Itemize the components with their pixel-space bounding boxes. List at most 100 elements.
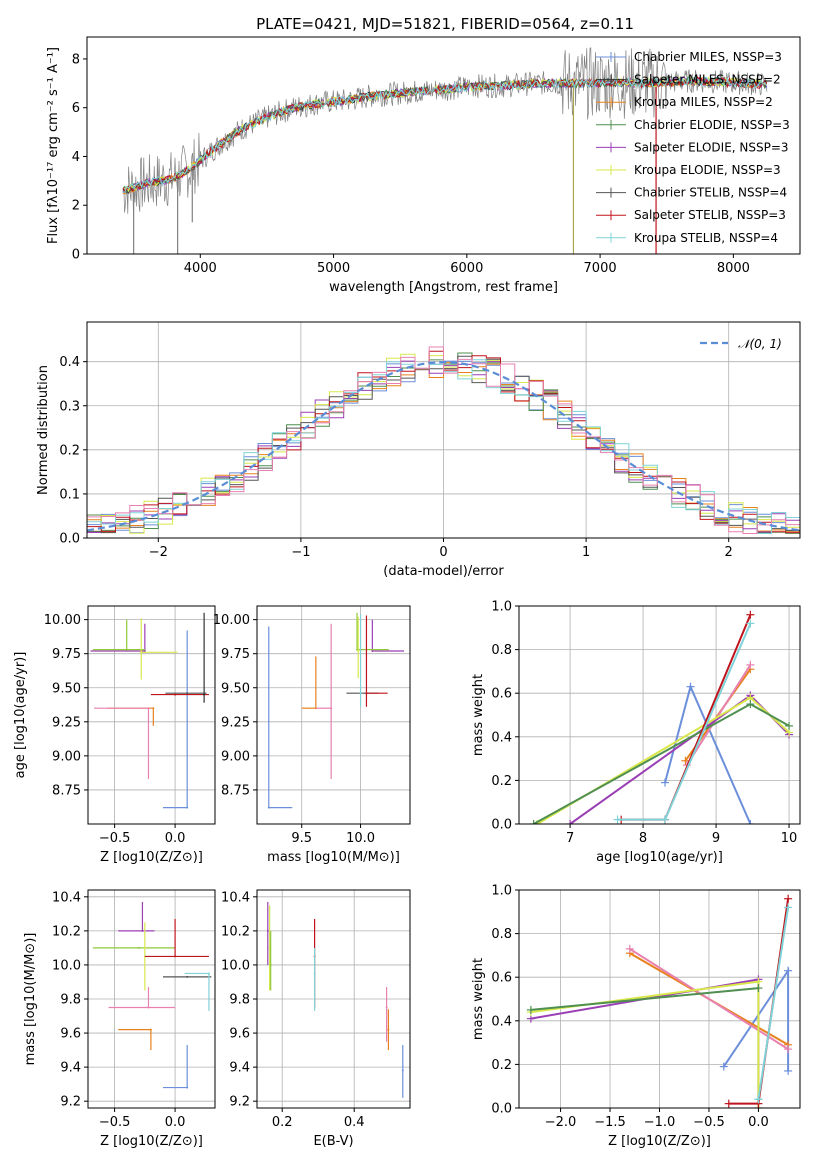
weight-vs-age-xtick-label: 7 [566,831,574,846]
spectrum-xtick-label: 6000 [450,261,483,276]
age-vs-mass-ytick-label: 9.25 [221,715,250,730]
residuals-xlabel: (data-model)/error [383,564,504,579]
weight-vs-age-frame [518,605,801,825]
mass-vs-Z-point [207,972,210,975]
spectrum-legend-label: Chabrier MILES, NSSP=3 [634,50,782,64]
age-vs-Z-ytick-label: 9.00 [52,749,81,764]
weight-vs-Z-ytick-label: 0.6 [491,971,512,986]
mass-vs-Z-point [147,1006,150,1009]
mass-vs-Z-ytick-label: 10.4 [52,890,81,905]
residuals-ytick-label: 0.2 [59,443,80,458]
weight-vs-Z-xlabel: Z [log10(Z/Z⊙)] [608,1134,711,1149]
age-vs-mass-ytick-label: 10.00 [213,613,250,628]
age-vs-mass-xlabel: mass [log10(M/M⊙)] [267,850,400,865]
age-vs-mass-ytick-label: 9.50 [221,681,250,696]
weight-vs-age-ytick-label: 0.6 [491,687,512,702]
spectrum-legend-label: Chabrier STELIB, NSSP=4 [634,186,787,200]
residuals-xtick-label: 1 [582,545,590,560]
mass-vs-Z-ytick-label: 9.8 [60,993,81,1008]
weight-vs-age-ylabel: mass weight [471,674,486,756]
weight-vs-Z-series-7 [757,907,790,1100]
mass-vs-EBV-ytick-label: 10.0 [221,958,250,973]
spectrum-xtick-label: 7000 [584,261,617,276]
weight-vs-Z-ytick-label: 0.8 [491,927,512,942]
mass-vs-Z-ytick-label: 10.0 [52,958,81,973]
spectrum-legend-label: Chabrier ELODIE, NSSP=3 [634,118,790,132]
age-vs-Z-point [140,651,143,654]
age-vs-Z-ytick-label: 8.75 [52,783,81,798]
spectrum-ylabel: Flux [fλ10⁻¹⁷ erg cm⁻² s⁻¹ A⁻¹] [46,47,61,244]
age-vs-mass-xtick-label: 9.5 [291,831,312,846]
age-vs-mass-point [357,649,360,652]
weight-vs-Z-series-4 [530,980,760,1108]
mass-vs-Z-plot [92,901,212,1089]
mass-vs-EBV-point [387,1028,390,1031]
weight-vs-age-ytick-label: 0.8 [491,643,512,658]
mass-vs-EBV-ytick-label: 9.2 [229,1095,250,1110]
age-vs-Z-point [152,707,155,710]
mass-vs-Z-point [186,1086,189,1089]
spectrum-xtick-label: 8000 [717,261,750,276]
weight-vs-age-ytick-label: 0.2 [491,774,512,789]
age-vs-mass-plot [267,612,405,809]
residuals-gaussian [87,360,800,532]
spectrum-observed-spectrum [122,47,768,214]
age-vs-mass-xtick-label: 10.0 [346,831,375,846]
mass-vs-EBV-point [401,1069,404,1072]
spectrum-xlabel: wavelength [Angstrom, rest frame] [329,280,558,295]
mass-vs-Z-ytick-label: 9.2 [60,1095,81,1110]
age-vs-Z-ytick-label: 9.75 [52,647,81,662]
mass-vs-EBV-ytick-label: 10.4 [221,890,250,905]
age-vs-Z-xtick-label: 0.0 [165,831,186,846]
age-vs-mass-point [365,692,368,695]
weight-vs-age-xtick-label: 9 [712,831,720,846]
weight-vs-Z-axes: −2.0 −1.5 −1.0 −0.5 0.0 0.0 0.2 0.4 0.6 0.8 1.0 [491,884,800,1130]
mass-vs-EBV-ytick-label: 9.8 [229,993,250,1008]
weight-vs-age-series-5 [533,702,790,824]
weight-vs-Z-frame [518,889,801,1109]
mass-vs-Z-ylabel: mass [log10(M/M⊙)] [23,933,38,1066]
age-vs-Z-ylabel: age [log10(age/yr)] [13,652,28,779]
spectrum-ytick-label: 0 [72,248,80,263]
weight-vs-Z-xtick-label: −1.0 [644,1115,676,1130]
age-vs-Z-point [147,707,150,710]
spectrum-frame [86,36,801,255]
mass-vs-Z-point [174,955,177,958]
spectrum-legend-label: Salpeter STELIB, NSSP=3 [634,208,786,222]
mass-vs-EBV-point [313,972,316,975]
mass-vs-EBV-xtick-label: 0.2 [272,1115,293,1130]
age-vs-Z-point [143,649,146,652]
weight-vs-Z-ytick-label: 0.2 [491,1058,512,1073]
spectrum-ytick-label: 6 [72,101,80,116]
mass-vs-Z-axes: −0.5 0.0 9.2 9.4 9.6 9.8 10.0 10.2 10.4 [52,890,215,1130]
mass-vs-Z-point [143,946,146,949]
age-vs-mass-point [356,648,359,651]
spectrum-axes: 4000 5000 6000 7000 8000 0 2 4 6 8 [72,52,750,276]
spectrum-legend-label: Kroupa STELIB, NSSP=4 [634,231,778,245]
spectrum-legend-label: Salpeter ELODIE, NSSP=3 [634,140,789,154]
weight-vs-Z-xtick-label: −1.5 [594,1115,626,1130]
weight-vs-age-ytick-label: 1.0 [491,600,512,615]
weight-vs-age-ytick-label: 0.0 [491,818,512,833]
residuals-plot [87,346,800,534]
spectrum-legend-label: Kroupa ELODIE, NSSP=3 [634,163,781,177]
spectrum-legend-label: Salpeter MILES, NSSP=2 [634,73,781,87]
age-vs-mass-point [330,707,333,710]
mass-vs-Z-point [141,929,144,932]
residuals-legend-label: 𝒩(0, 1) [738,337,782,351]
residuals-ytick-label: 0.3 [59,399,80,414]
mass-vs-EBV-ytick-label: 9.6 [229,1027,250,1042]
weight-vs-Z-xtick-label: −2.0 [545,1115,577,1130]
residuals-xtick-label: 2 [725,545,733,560]
mass-vs-EBV-point [385,1006,388,1009]
weight-vs-Z-xtick-label: −0.5 [693,1115,725,1130]
weight-vs-Z-series-2 [629,948,789,1050]
mass-vs-Z-ytick-label: 9.6 [60,1027,81,1042]
weight-vs-Z-ytick-label: 0.0 [491,1102,512,1117]
figure-title: PLATE=0421, MJD=51821, FIBERID=0564, z=0… [256,15,634,33]
weight-vs-age-series-2 [686,664,752,766]
age-vs-mass-frame [256,605,411,825]
residuals-legend: 𝒩(0, 1) [700,337,782,351]
age-vs-Z-point [186,692,189,695]
